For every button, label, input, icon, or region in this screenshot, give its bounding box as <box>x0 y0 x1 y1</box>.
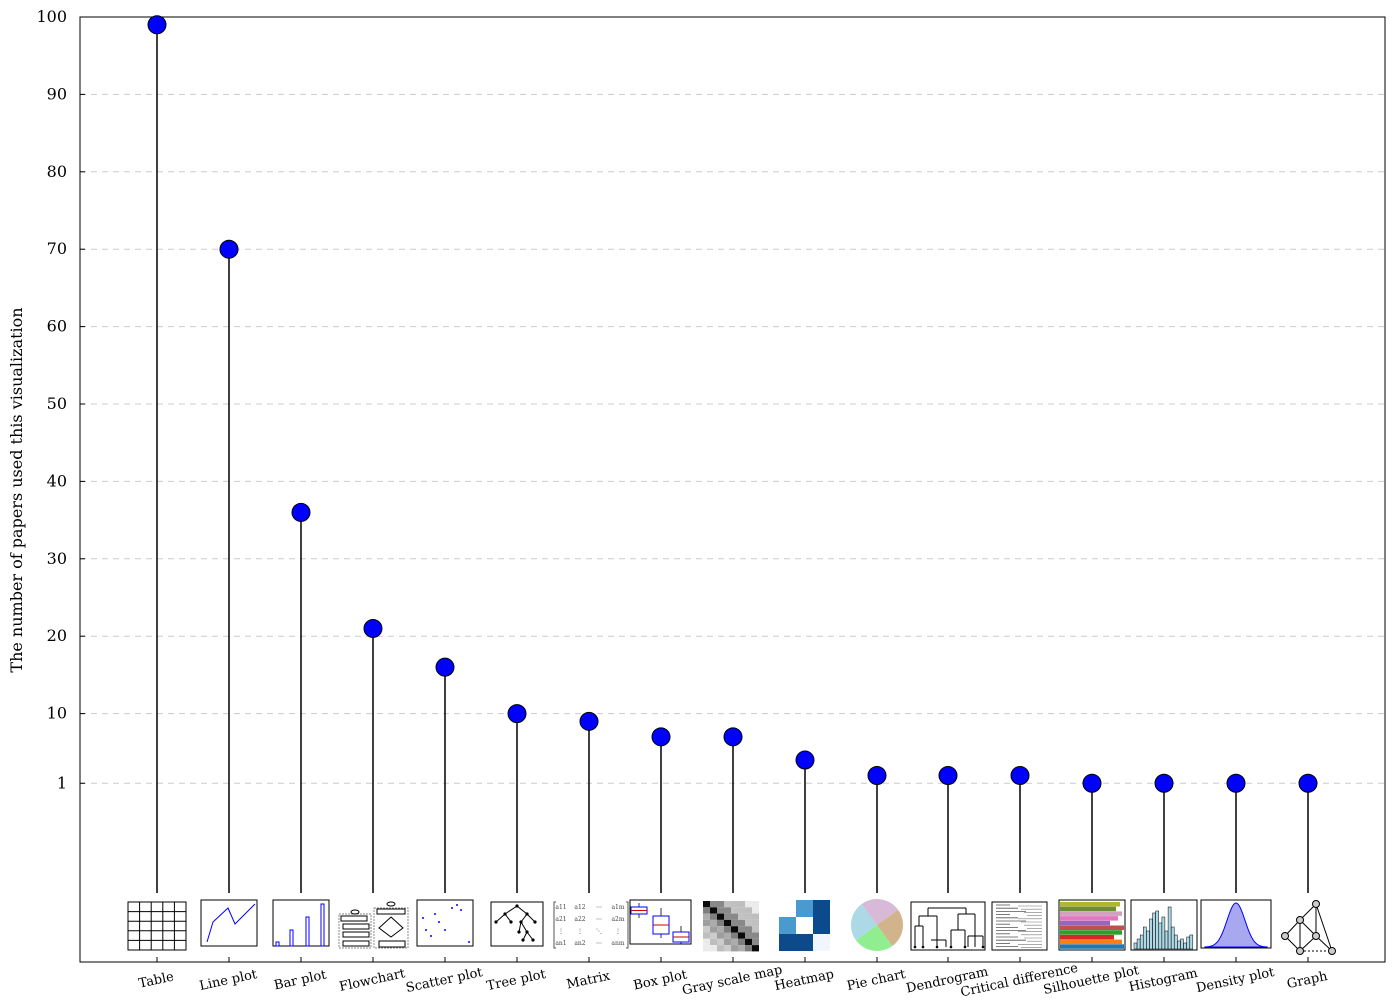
y-axis-label: The number of papers used this visualiza… <box>7 307 26 672</box>
matrix-thumbnail: a11 a12 ⋯ a1m a21 a22 ⋯ a2m ⋮ ⋮ ⋱ ⋮ an1 an2 ⋯ anm <box>553 901 629 949</box>
tree-plot-thumbnail <box>490 901 544 947</box>
data-point <box>1010 766 1030 786</box>
x-tick-label: Table <box>137 969 175 991</box>
svg-text:a1m: a1m <box>611 904 624 911</box>
y-tick-label: 70 <box>47 239 67 258</box>
x-tick-label: Gray scale map <box>681 963 784 999</box>
x-tick-label: Matrix <box>565 969 612 993</box>
data-point <box>363 618 383 638</box>
svg-text:a12: a12 <box>574 904 585 911</box>
x-tick-label: Heatmap <box>773 967 835 994</box>
data-point <box>651 727 671 747</box>
data-point <box>1298 773 1318 793</box>
y-tick-label: 60 <box>47 317 67 336</box>
data-point <box>723 727 743 747</box>
x-tick-label: Box plot <box>632 967 689 993</box>
stems <box>156 24 1309 893</box>
svg-text:⋯: ⋯ <box>596 940 602 947</box>
data-point <box>435 657 455 677</box>
box-plot-thumbnail <box>629 899 692 945</box>
y-tick-label: 20 <box>47 626 67 645</box>
flowchart-thumbnail <box>338 901 409 949</box>
svg-text:⋱: ⋱ <box>596 928 602 935</box>
grid-lines <box>80 93 1385 784</box>
svg-text:⋯: ⋯ <box>596 916 602 923</box>
svg-text:⋮: ⋮ <box>615 928 621 935</box>
svg-text:an2: an2 <box>574 940 585 947</box>
y-tick-label: 10 <box>47 704 67 723</box>
svg-text:a21: a21 <box>555 916 566 923</box>
data-point <box>1154 773 1174 793</box>
x-tick-label: Density plot <box>1195 965 1277 996</box>
data-point <box>219 239 239 259</box>
graph-thumbnail <box>1281 900 1336 955</box>
data-point <box>507 704 527 724</box>
thumbnails: a11 a12 ⋯ a1m a21 a22 ⋯ a2m ⋮ ⋮ ⋱ ⋮ an1 an2 ⋯ anm <box>127 899 1336 955</box>
x-tick-label: Pie chart <box>846 967 908 994</box>
scatter-plot-thumbnail <box>416 899 474 947</box>
dendrogram-thumbnail <box>910 901 986 951</box>
bar-plot-thumbnail <box>272 899 330 947</box>
svg-text:a22: a22 <box>574 916 585 923</box>
data-point <box>795 750 815 770</box>
data-point <box>579 711 599 731</box>
heatmap-thumbnail <box>779 900 830 951</box>
silhouette-plot-thumbnail <box>1058 899 1126 951</box>
data-point <box>147 15 167 35</box>
svg-text:a11: a11 <box>555 904 566 911</box>
pie-chart-thumbnail <box>851 899 903 951</box>
y-tick-label: 30 <box>47 549 67 568</box>
y-tick-label: 50 <box>47 394 67 413</box>
y-tick-label: 80 <box>47 162 67 181</box>
x-tick-label: Scatter plot <box>405 965 485 996</box>
data-point <box>1082 773 1102 793</box>
x-tick-label: Bar plot <box>273 968 329 994</box>
y-tick-label: 1 <box>57 773 67 792</box>
markers <box>147 15 1318 793</box>
svg-text:anm: anm <box>611 940 624 947</box>
data-point <box>938 766 958 786</box>
svg-text:⋮: ⋮ <box>577 928 583 935</box>
svg-text:a2m: a2m <box>611 916 624 923</box>
line-plot-thumbnail <box>200 899 258 947</box>
y-tick-label: 40 <box>47 471 67 490</box>
y-tick-label: 90 <box>47 84 67 103</box>
gray-scale-map-thumbnail <box>703 901 759 952</box>
data-point <box>291 502 311 522</box>
critical-difference-thumbnail <box>991 901 1048 951</box>
svg-text:⋮: ⋮ <box>558 928 564 935</box>
density-plot-thumbnail <box>1200 899 1272 949</box>
x-tick-label: Line plot <box>198 967 259 994</box>
data-point <box>1226 773 1246 793</box>
svg-text:⋯: ⋯ <box>596 904 602 911</box>
x-tick-label: Flowchart <box>338 966 407 995</box>
x-tick-label: Tree plot <box>485 967 548 994</box>
data-point <box>867 766 887 786</box>
table-thumbnail <box>127 901 187 951</box>
x-tick-label: Graph <box>1286 969 1330 992</box>
y-tick-label: 100 <box>36 7 67 26</box>
histogram-thumbnail <box>1130 899 1198 951</box>
y-axis: 1 10 20 30 40 50 60 70 80 90 100 <box>36 7 85 792</box>
svg-text:an1: an1 <box>555 940 566 947</box>
